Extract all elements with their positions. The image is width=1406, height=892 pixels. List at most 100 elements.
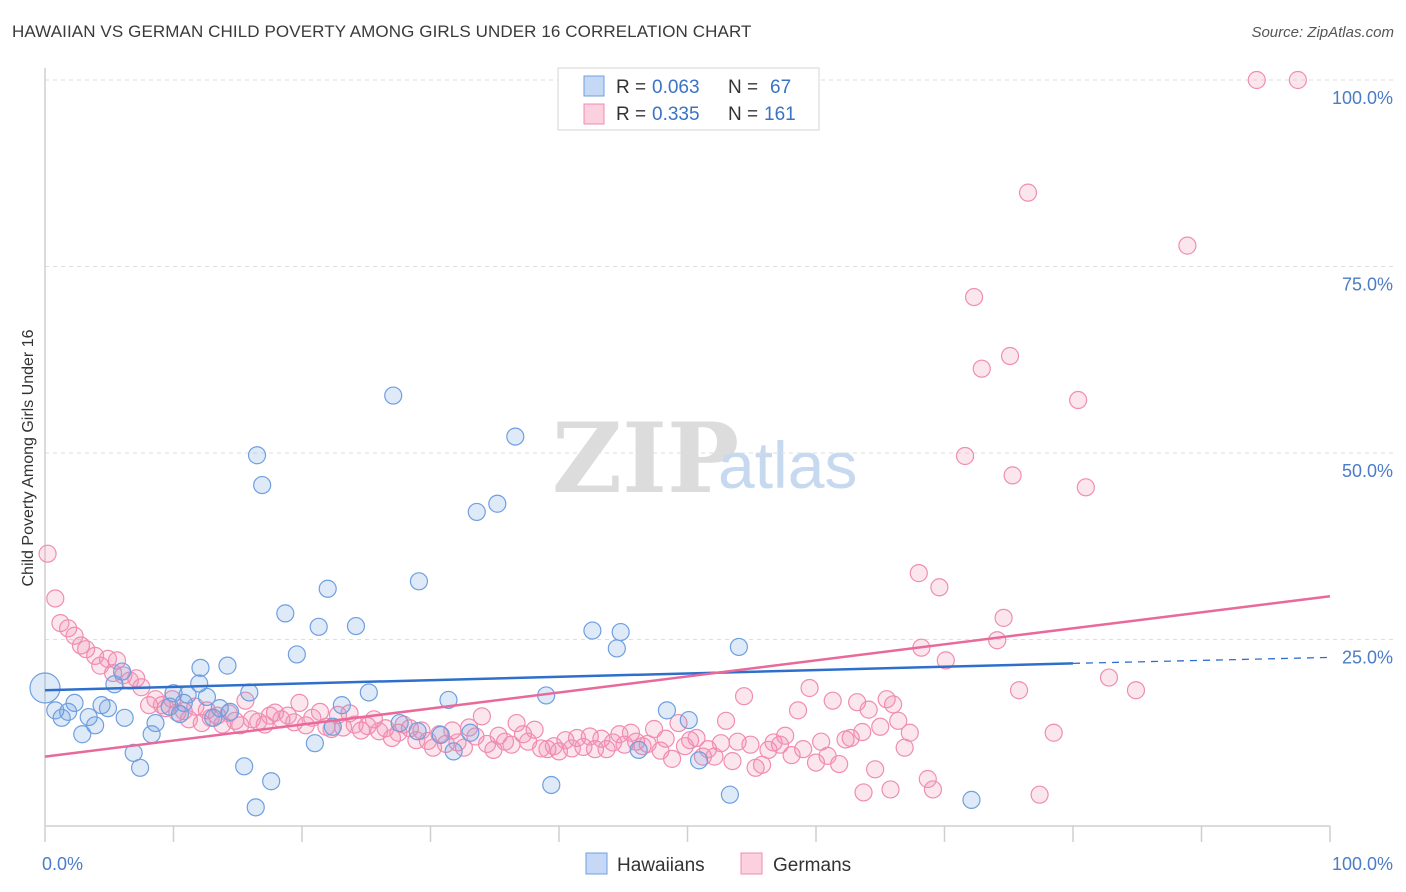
germans-point: [881, 780, 900, 799]
watermark: ZIP atlas: [552, 402, 857, 515]
hawaiians-point: [542, 775, 561, 795]
hawaiians-point: [506, 427, 525, 446]
hawaiians-point: [218, 656, 237, 675]
hawaiians-point: [720, 785, 740, 804]
hawaiians-point: [444, 742, 463, 761]
y-axis-tick-labels: 25.0% 50.0% 75.0% 100.0%: [1332, 88, 1393, 668]
germans-point: [794, 740, 813, 759]
hawaiians-point: [346, 616, 366, 636]
x-tick-label-max: 100.0%: [1332, 854, 1393, 874]
germans-point: [930, 578, 949, 597]
germans-point: [1009, 681, 1029, 700]
germans-point: [823, 691, 842, 710]
germans-point: [260, 706, 279, 725]
hawaiians-point: [210, 699, 229, 718]
legend-swatch-hawaiians: [583, 75, 605, 97]
germans-point: [866, 760, 885, 779]
germans-point: [988, 631, 1007, 650]
germans-trend-line: [44, 594, 1331, 758]
hawaiians-point: [29, 672, 61, 704]
hawaiians-point: [262, 772, 281, 791]
hawaiians-point: [583, 621, 602, 640]
hawaiians-point: [332, 696, 351, 715]
germans-point: [776, 726, 795, 745]
germans-point: [1126, 681, 1146, 700]
germans-point: [770, 735, 790, 754]
y-tick-label-50: 50.0%: [1342, 461, 1393, 481]
hawaiians-point: [204, 708, 223, 727]
germans-point: [711, 734, 731, 753]
germans-point: [562, 739, 581, 758]
legend-r-value-germans: 0.335: [652, 104, 700, 125]
germans-point: [662, 749, 682, 768]
hawaiians-point: [240, 683, 259, 702]
germans-point: [741, 735, 760, 754]
hawaiians-point: [390, 713, 409, 733]
hawaiians-point: [115, 708, 134, 727]
y-tick-label-100: 100.0%: [1332, 88, 1393, 108]
hawaiians-point: [607, 639, 626, 658]
legend-n-value-germans: 161: [764, 104, 796, 125]
series-germans-points: [38, 70, 1307, 804]
germans-point: [687, 728, 706, 748]
germans-point: [859, 700, 878, 719]
germans-point: [994, 608, 1013, 627]
hawaiians-point: [461, 723, 480, 742]
germans-point: [1247, 70, 1266, 90]
watermark-zip: ZIP: [552, 402, 739, 515]
hawaiians-point: [160, 697, 179, 716]
germans-point: [734, 687, 754, 706]
hawaiians-point: [679, 710, 698, 730]
hawaiians-point: [384, 386, 403, 405]
germans-point: [574, 737, 593, 757]
top-legend: R = 0.063 N = 67 R = 0.335 N = 161: [557, 67, 820, 131]
germans-point: [854, 783, 873, 802]
germans-point: [507, 713, 526, 733]
hawaiians-point: [467, 502, 486, 522]
germans-point: [889, 711, 908, 730]
source-label: Source: ZipAtlas.com: [1251, 24, 1394, 41]
germans-point: [800, 678, 819, 698]
bottom-legend-swatch-germans: [740, 852, 763, 875]
y-axis-label: Child Poverty Among Girls Under 16: [20, 329, 37, 586]
germans-point: [830, 754, 849, 774]
germans-point: [1076, 478, 1095, 497]
hawaiians-point: [73, 725, 92, 744]
germans-point: [77, 640, 96, 659]
hawaiians-point: [409, 572, 429, 591]
germans-point: [936, 651, 955, 670]
hawaiians-point: [323, 717, 342, 736]
germans-point: [472, 707, 491, 726]
germans-point: [841, 728, 860, 748]
germans-point: [871, 717, 890, 736]
germans-point: [65, 626, 84, 645]
germans-point: [964, 287, 984, 307]
germans-point: [1099, 668, 1119, 687]
hawaiians-point: [305, 734, 324, 753]
germans-point: [1000, 346, 1020, 366]
germans-point: [723, 751, 742, 771]
hawaiians-point: [130, 758, 150, 777]
germans-point: [1003, 466, 1022, 485]
hawaiians-point: [276, 604, 295, 623]
germans-point: [1288, 70, 1307, 90]
hawaiians-point: [235, 757, 254, 776]
germans-point: [669, 713, 688, 733]
germans-point: [918, 769, 937, 789]
hawaiians-point: [197, 687, 217, 707]
germans-point: [788, 701, 808, 720]
germans-point: [290, 693, 309, 713]
hawaiians-point: [98, 699, 118, 718]
germans-point: [544, 737, 563, 756]
germans-point: [782, 746, 801, 765]
germans-point: [1069, 390, 1088, 410]
hawaiians-point: [65, 693, 84, 713]
x-tick-label-min: 0.0%: [42, 854, 83, 874]
bottom-legend: Hawaiians Germans: [585, 852, 851, 876]
hawaiians-point: [220, 702, 240, 721]
legend-r-value-hawaiians: 0.063: [652, 77, 700, 98]
germans-point: [644, 719, 664, 739]
germans-point: [909, 564, 928, 583]
legend-n-label-germans: N =: [728, 104, 758, 125]
hawaiians-trend-line: [44, 662, 1074, 692]
